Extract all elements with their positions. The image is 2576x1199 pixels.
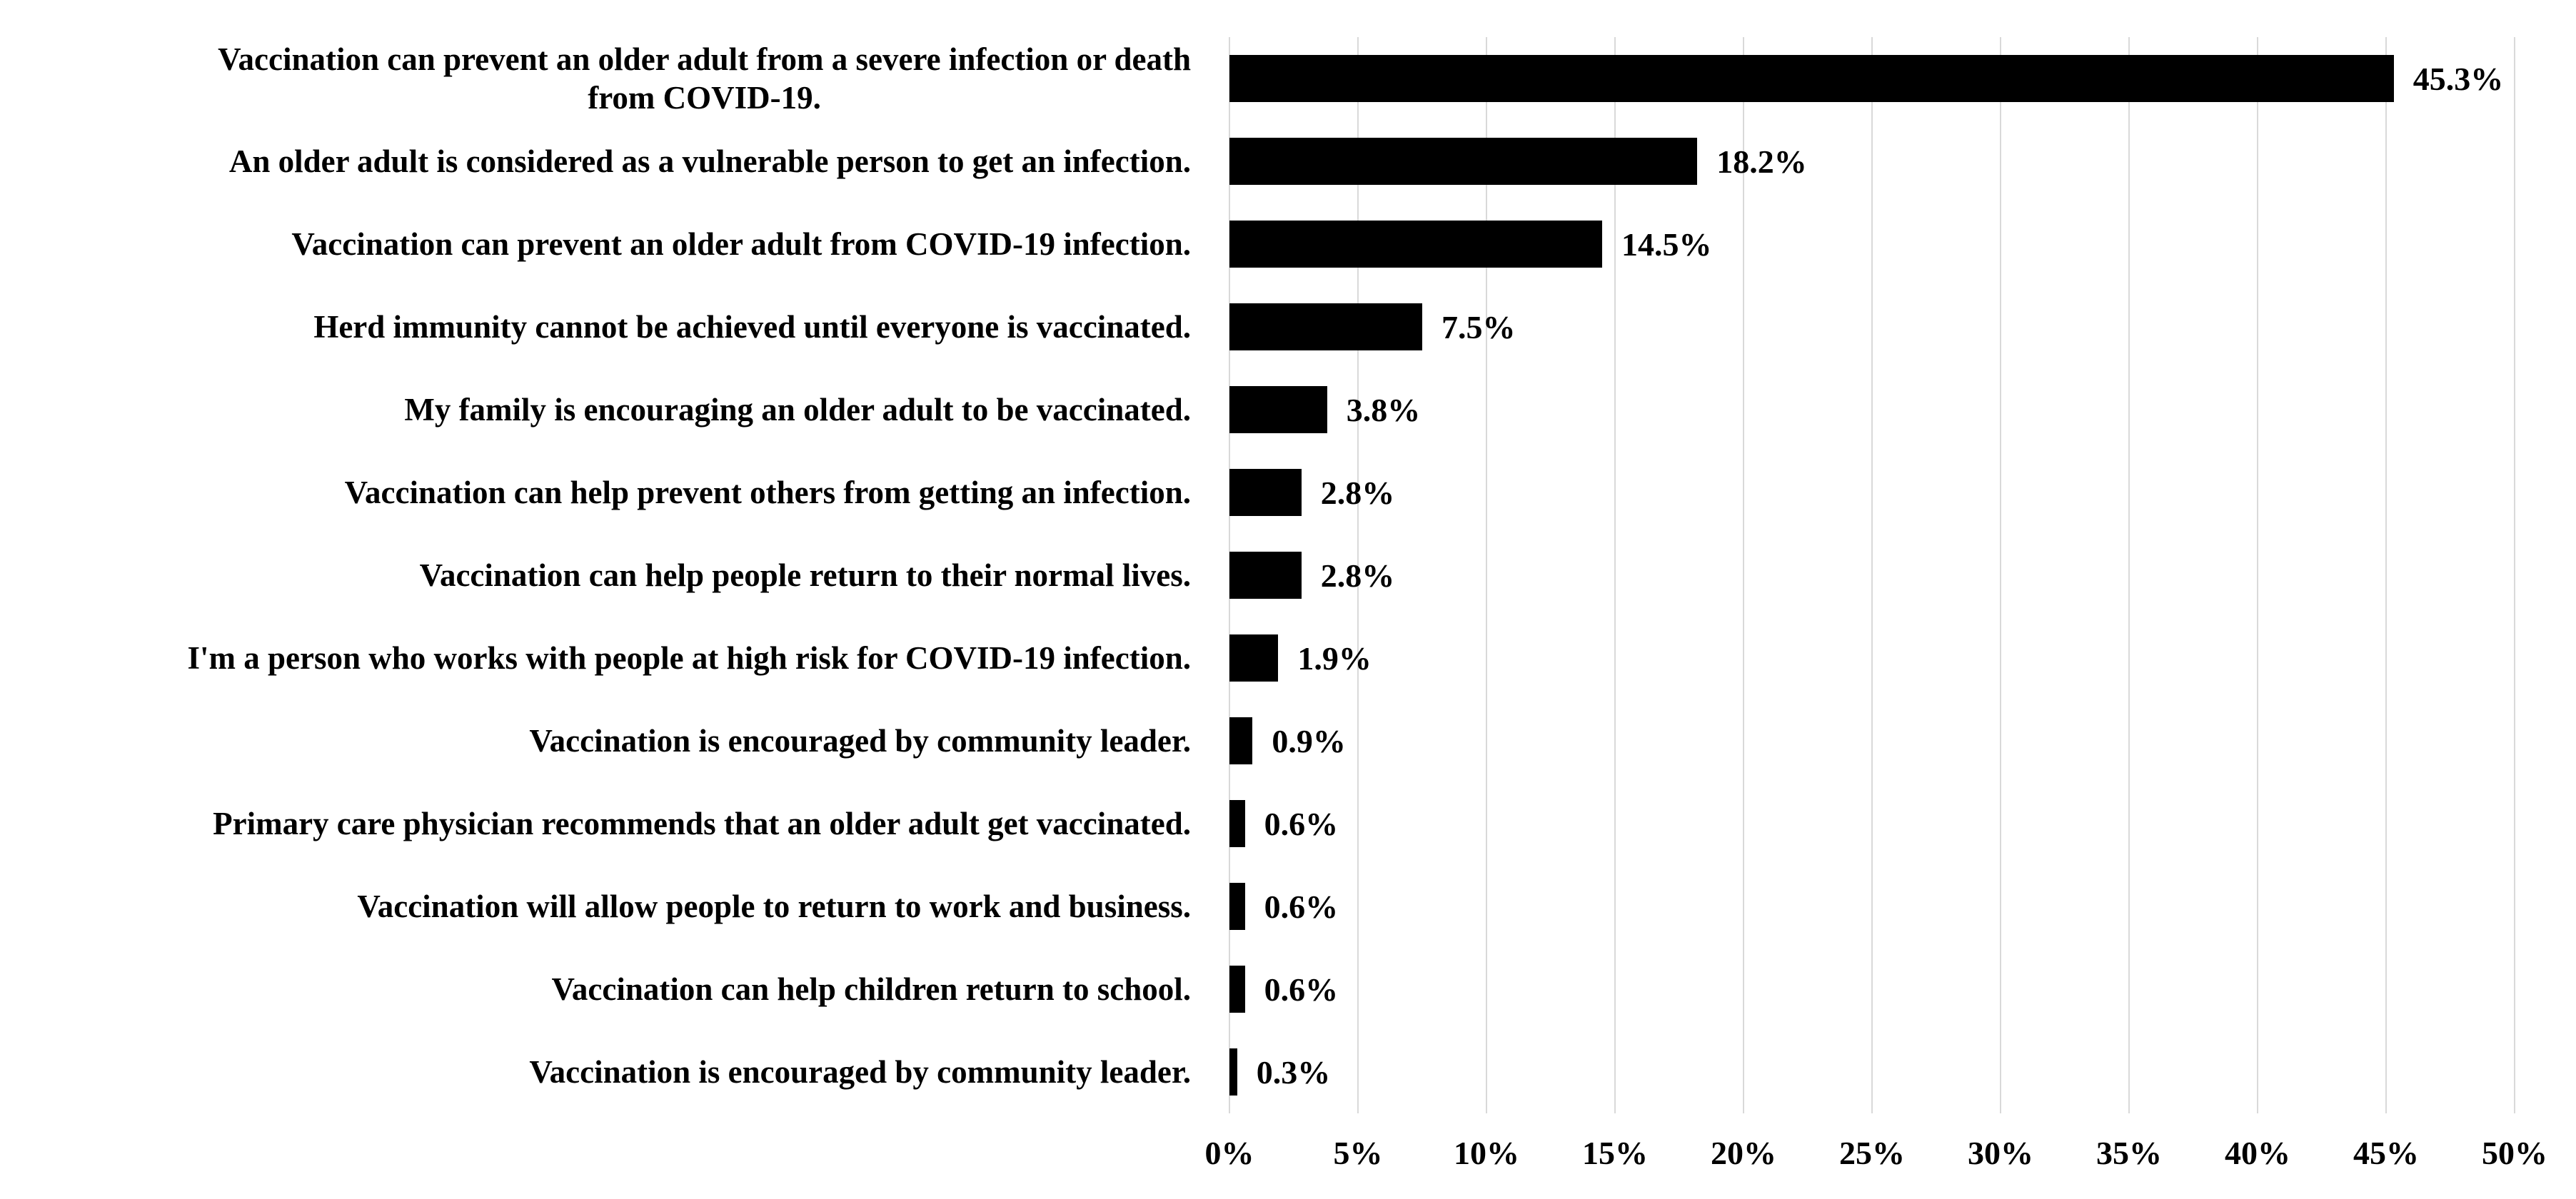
bar (1229, 717, 1253, 764)
bar (1229, 552, 1302, 599)
gridline (1743, 37, 1744, 1113)
value-label: 2.8% (1320, 557, 1395, 594)
gridline (2257, 37, 2258, 1113)
gridline (1486, 37, 1487, 1113)
x-tick-label: 5% (1333, 1135, 1383, 1171)
gridline (1871, 37, 1873, 1113)
bar-row: Vaccination can help prevent others from… (0, 451, 2576, 534)
x-tick-label: 30% (1968, 1135, 2033, 1171)
bar-row: Vaccination can prevent an older adult f… (0, 203, 2576, 285)
bar (1229, 634, 1279, 682)
bar (1229, 966, 1245, 1013)
category-label: Vaccination is encouraged by community l… (529, 723, 1191, 759)
value-label: 0.6% (1264, 971, 1339, 1008)
bar-row: Vaccination can help children return to … (0, 948, 2576, 1031)
category-label: Vaccination can help children return to … (551, 971, 1191, 1007)
bar (1229, 1048, 1237, 1096)
category-label: Vaccination can help people return to th… (419, 557, 1191, 593)
x-tick-label: 45% (2353, 1135, 2419, 1171)
category-label: Primary care physician recommends that a… (213, 806, 1191, 841)
bar-row: Vaccination is encouraged by community l… (0, 699, 2576, 782)
x-tick-label: 35% (2096, 1135, 2162, 1171)
category-label: My family is encouraging an older adult … (404, 392, 1191, 428)
bar-row: Herd immunity cannot be achieved until e… (0, 285, 2576, 368)
bar-row: Vaccination can prevent an older adult f… (0, 37, 2576, 120)
category-label: Vaccination is encouraged by community l… (529, 1054, 1191, 1090)
x-tick-label: 15% (1582, 1135, 1648, 1171)
gridline (2514, 37, 2515, 1113)
gridline (2128, 37, 2130, 1113)
gridline (1357, 37, 1359, 1113)
category-label: Herd immunity cannot be achieved until e… (313, 309, 1191, 345)
value-label: 0.6% (1264, 888, 1339, 925)
value-label: 18.2% (1716, 143, 1807, 180)
category-label: Vaccination can prevent an older adult f… (291, 226, 1191, 262)
value-label: 2.8% (1320, 474, 1395, 511)
x-tick-label: 25% (1839, 1135, 1905, 1171)
category-label: Vaccination will allow people to return … (357, 889, 1191, 924)
gridline (2385, 37, 2387, 1113)
x-tick-label: 50% (2482, 1135, 2547, 1171)
x-tick-label: 10% (1454, 1135, 1519, 1171)
x-tick-label: 20% (1711, 1135, 1776, 1171)
value-label: 14.5% (1621, 226, 1712, 263)
bar (1229, 883, 1245, 930)
value-label: 0.3% (1256, 1053, 1331, 1091)
category-label: An older adult is considered as a vulner… (228, 143, 1191, 179)
value-label: 1.9% (1297, 639, 1372, 677)
bar (1229, 55, 2394, 102)
value-label: 7.5% (1442, 308, 1516, 345)
value-label: 45.3% (2413, 60, 2504, 97)
bar-row: An older adult is considered as a vulner… (0, 120, 2576, 203)
value-label: 3.8% (1346, 391, 1421, 428)
bar-row: Primary care physician recommends that a… (0, 782, 2576, 865)
bar (1229, 221, 1602, 268)
bar-row: My family is encouraging an older adult … (0, 368, 2576, 451)
bar (1229, 469, 1302, 516)
x-tick-label: 40% (2225, 1135, 2290, 1171)
bar-row: Vaccination is encouraged by community l… (0, 1031, 2576, 1113)
category-label: I'm a person who works with people at hi… (187, 640, 1191, 676)
bar (1229, 386, 1327, 433)
bar-row: Vaccination can help people return to th… (0, 534, 2576, 617)
x-axis: 0% 5% 10% 15% 20% 25% 30% 35% 40% 45% 50… (1205, 1125, 2548, 1189)
bar (1229, 303, 1422, 350)
bar-row: I'm a person who works with people at hi… (0, 617, 2576, 699)
gridline (2000, 37, 2001, 1113)
bar-row: Vaccination will allow people to return … (0, 865, 2576, 948)
bar (1229, 138, 1698, 185)
value-label: 0.9% (1272, 722, 1346, 759)
category-label: Vaccination can help prevent others from… (344, 475, 1191, 510)
bar (1229, 800, 1245, 847)
category-label: Vaccination can prevent an older adult f… (218, 41, 1191, 116)
x-tick-label: 0% (1204, 1135, 1254, 1171)
gridline (1614, 37, 1616, 1113)
value-label: 0.6% (1264, 805, 1339, 842)
